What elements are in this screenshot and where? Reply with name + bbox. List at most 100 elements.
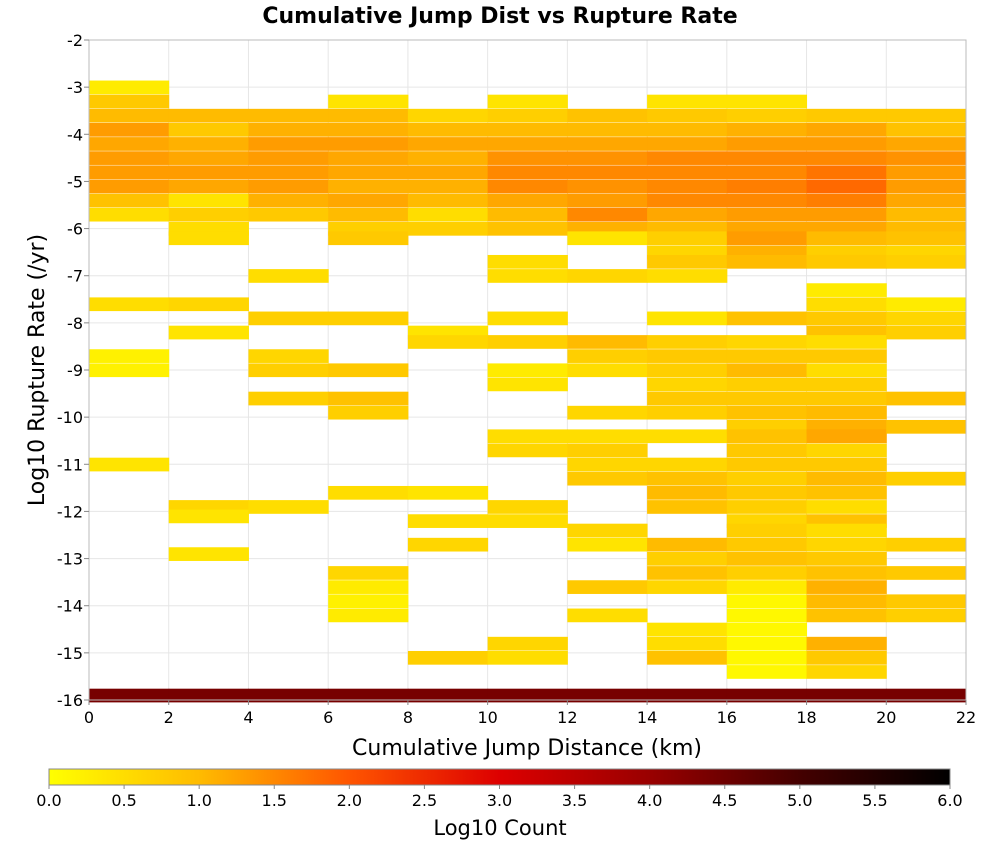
y-tick-label: -9	[67, 361, 83, 380]
heatmap-cell	[89, 137, 170, 151]
heatmap-cell	[886, 179, 967, 194]
colorbar-tick-label: 0.5	[111, 791, 136, 810]
heatmap-cell	[328, 391, 409, 406]
heatmap-cell	[168, 509, 249, 524]
heatmap-cell	[248, 391, 329, 406]
heatmap-cell	[328, 405, 409, 420]
y-tick-label: -11	[57, 455, 83, 474]
x-tick-label: 2	[164, 708, 174, 727]
heatmap-cell	[487, 122, 568, 137]
heatmap-cell	[886, 207, 967, 222]
heatmap-cell	[407, 108, 489, 123]
heatmap-cell	[328, 566, 409, 580]
heatmap-cell	[328, 193, 409, 208]
heatmap-cell	[726, 137, 808, 151]
heatmap-cell	[407, 221, 489, 236]
heatmap-cell	[647, 363, 728, 378]
heatmap-cell	[567, 108, 648, 123]
colorbar	[48, 768, 951, 786]
heatmap-cell	[487, 151, 568, 165]
colorbar-tick-label: 1.0	[186, 791, 211, 810]
heatmap-cell	[886, 193, 967, 208]
heatmap-cell	[89, 457, 170, 472]
heatmap-cell	[726, 429, 808, 444]
y-tick-label: -7	[67, 267, 83, 286]
heatmap-cell	[647, 137, 728, 151]
heatmap-cell	[647, 551, 728, 566]
x-axis-ticks: 0 2 4 6 8 10 12 14 16 18 20 22	[84, 700, 976, 727]
heatmap-cell	[886, 165, 967, 180]
heatmap-cell	[886, 122, 967, 137]
heatmap-cell	[487, 94, 568, 109]
heatmap-cell	[487, 137, 568, 151]
heatmap-cell	[407, 122, 489, 137]
colorbar-tick-label: 0.0	[36, 791, 61, 810]
heatmap-cell	[886, 537, 967, 552]
heatmap-cell	[248, 363, 329, 378]
heatmap-cell	[647, 193, 728, 208]
heatmap-cell	[567, 457, 648, 472]
y-tick-label: -4	[67, 125, 83, 144]
heatmap-cell	[726, 405, 808, 420]
heatmap-cell	[487, 377, 568, 392]
heatmap-cell	[487, 165, 568, 180]
heatmap-cell	[407, 514, 489, 528]
heatmap-cell	[328, 151, 409, 165]
heatmap-cell	[806, 283, 887, 297]
x-tick-label: 20	[876, 708, 896, 727]
heatmap-cell	[647, 179, 728, 194]
heatmap-cell	[886, 608, 967, 623]
heatmap-cell	[806, 151, 887, 165]
heatmap-cell	[806, 650, 887, 665]
heatmap-cell	[567, 688, 648, 703]
heatmap-cell	[726, 566, 808, 580]
heatmap-cell	[487, 221, 568, 236]
heatmap-cell	[567, 537, 648, 552]
heatmap-cell	[726, 580, 808, 594]
heatmap-cell	[487, 311, 568, 326]
heatmap-cell	[647, 207, 728, 222]
heatmap-cell	[647, 231, 728, 246]
heatmap-cell	[89, 297, 170, 312]
heatmap-cell	[248, 122, 329, 137]
x-tick-label: 8	[403, 708, 413, 727]
heatmap-cell	[567, 137, 648, 151]
heatmap-cell	[726, 443, 808, 458]
heatmap-cell	[89, 207, 170, 222]
heatmap-cell	[806, 457, 887, 472]
x-axis-label: Cumulative Jump Distance (km)	[352, 736, 702, 761]
y-tick-label: -6	[67, 220, 83, 239]
heatmap-cell	[168, 325, 249, 340]
colorbar-tick-label: 3.0	[487, 791, 512, 810]
heatmap-cell	[647, 457, 728, 472]
heatmap-cell	[567, 429, 648, 444]
colorbar-tick-label: 6.0	[937, 791, 962, 810]
colorbar-tick-label: 5.0	[787, 791, 812, 810]
heatmap-cell	[886, 231, 967, 246]
heatmap-cell	[806, 471, 887, 486]
y-tick-label: -5	[67, 172, 83, 191]
heatmap-cell	[407, 688, 489, 703]
chart-title: Cumulative Jump Dist vs Rupture Rate	[262, 4, 737, 29]
heatmap-cell	[567, 122, 648, 137]
heatmap-cell	[726, 500, 808, 514]
heatmap-cell	[647, 311, 728, 326]
heatmap-cell	[647, 471, 728, 486]
colorbar-tick-label: 1.5	[262, 791, 287, 810]
heatmap-cell	[567, 193, 648, 208]
colorbar-tick-label: 4.0	[637, 791, 662, 810]
heatmap-cell	[89, 165, 170, 180]
heatmap-cell	[647, 108, 728, 123]
heatmap-cell	[726, 349, 808, 363]
y-tick-label: -16	[57, 691, 83, 710]
heatmap-cell	[726, 471, 808, 486]
heatmap-cell	[168, 547, 249, 561]
heatmap-cell	[487, 650, 568, 665]
heatmap-cell	[567, 165, 648, 180]
colorbar-tick-label: 4.5	[712, 791, 737, 810]
heatmap-cell	[407, 207, 489, 222]
heatmap-cell	[487, 254, 568, 269]
heatmap-cell	[248, 688, 329, 703]
heatmap-cell	[726, 688, 808, 703]
